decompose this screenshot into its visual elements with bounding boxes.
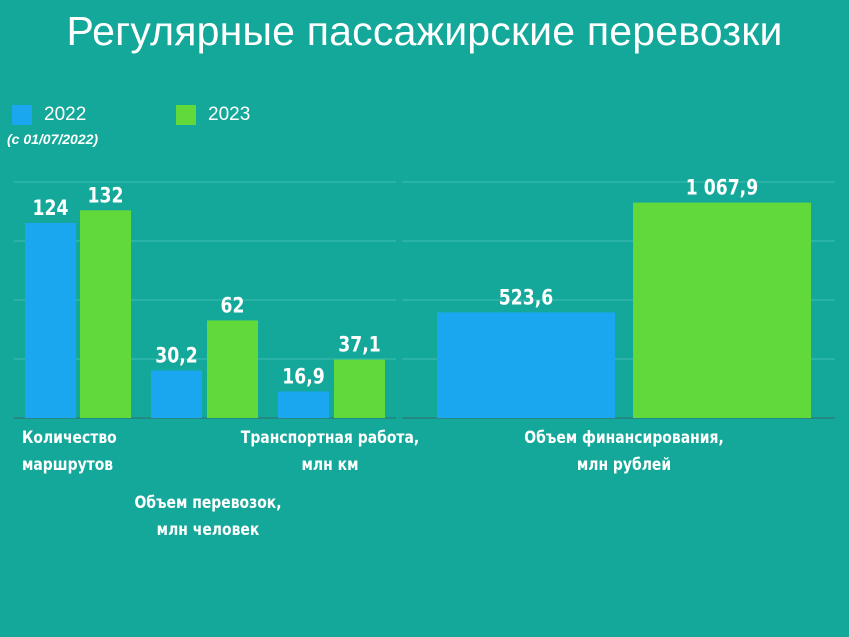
bar-2023-1	[207, 320, 258, 418]
bar-2022-2	[278, 391, 329, 418]
category-label-financing: Объем финансирования, млн рублей	[509, 425, 739, 479]
data-label: 62	[221, 293, 245, 318]
category-label-line: Количество	[22, 428, 117, 448]
bar-2023-0	[80, 210, 131, 418]
legend-item-2022: 2022	[12, 104, 86, 126]
category-label-passengers: Объем перевозок, млн человек	[119, 490, 296, 544]
category-label-line: Объем финансирования,	[524, 428, 724, 448]
data-label: 1 067,9	[686, 175, 758, 200]
bar-2022-financing	[437, 312, 615, 418]
category-label-line: маршрутов	[22, 455, 114, 475]
category-label-transport-work: Транспортная работа, млн км	[240, 425, 420, 479]
data-label: 124	[33, 195, 69, 220]
data-label: 37,1	[338, 332, 380, 357]
data-label: 523,6	[499, 285, 553, 310]
bar-2023-2	[334, 359, 385, 418]
legend-swatch-2022	[12, 105, 32, 125]
category-label-line: Транспортная работа,	[240, 428, 420, 448]
page-title: Регулярные пассажирские перевозки	[66, 8, 783, 54]
category-label-line: млн рублей	[576, 455, 672, 475]
category-label-line: Объем перевозок,	[134, 493, 282, 513]
category-label-line: млн км	[301, 455, 359, 475]
bar-2022-1	[151, 370, 202, 418]
data-label: 132	[88, 183, 124, 208]
bar-2022-0	[25, 222, 76, 418]
data-label: 16,9	[282, 364, 324, 389]
category-label-routes: Количество маршрутов	[22, 425, 117, 479]
legend-swatch-2023	[176, 105, 196, 125]
legend-label-2023: 2023	[208, 104, 251, 125]
legend-item-2023: 2023	[176, 104, 250, 126]
bar-2023-financing	[633, 202, 811, 418]
category-label-line: млн человек	[156, 520, 260, 540]
legend-note: (с 01/07/2022)	[7, 131, 99, 147]
legend-label-2022: 2022	[44, 104, 87, 125]
data-label: 30,2	[155, 343, 197, 368]
